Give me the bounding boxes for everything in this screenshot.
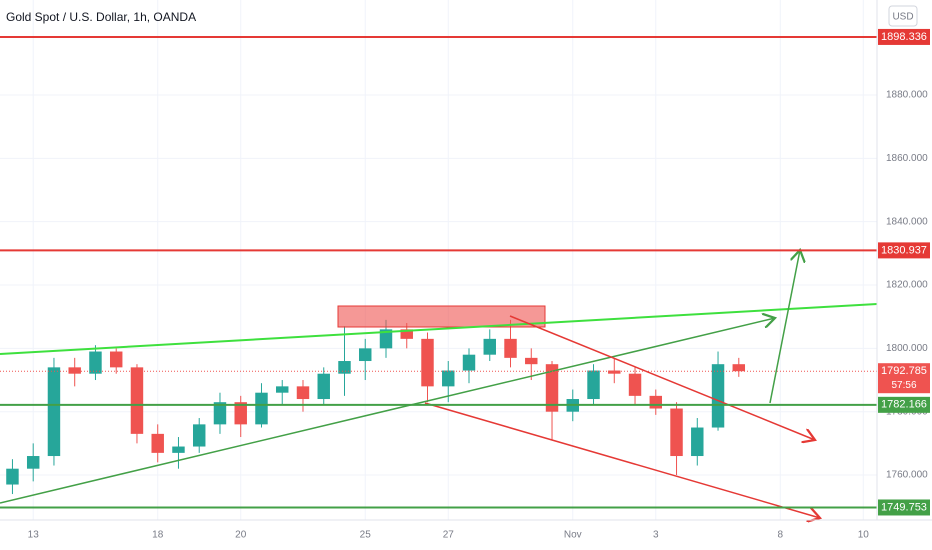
x-tick-label: 25 [360, 530, 372, 541]
last-price: 1792.785 [881, 365, 927, 377]
y-tick-label: 1800.000 [886, 343, 928, 354]
currency-button[interactable] [888, 5, 918, 27]
y-tick-label: 1760.000 [886, 470, 928, 481]
x-tick-label: 13 [28, 530, 40, 541]
candle-body [359, 348, 372, 362]
resistance-zone [337, 305, 546, 328]
x-tick-label: 10 [858, 530, 870, 541]
candle-body [296, 386, 310, 400]
x-tick-label: Nov [564, 530, 582, 541]
candle-body [151, 433, 164, 453]
candle-body [234, 402, 247, 425]
candle-body [192, 424, 206, 447]
channel-line [424, 402, 820, 518]
candle-body [317, 373, 330, 400]
candle-body [172, 446, 185, 453]
candle-body [545, 364, 559, 412]
level-label: 1782.166 [881, 399, 927, 411]
axis-labels: 1760.0001780.0001800.0001820.0001840.000… [28, 28, 930, 541]
candle-body [732, 364, 746, 372]
level-tag [878, 242, 930, 259]
drawings [0, 250, 878, 518]
candle-body [421, 338, 434, 387]
candle-body [109, 351, 123, 368]
candle-body [89, 351, 102, 374]
candle-body [213, 402, 227, 425]
candle-body [442, 370, 455, 387]
candle-body [462, 354, 476, 371]
level-label: 1749.753 [881, 501, 927, 513]
trendline-arrow [0, 318, 775, 504]
level-tag [878, 28, 930, 45]
x-tick-label: 18 [152, 530, 164, 541]
candle-body [525, 357, 538, 365]
x-tick-label: 27 [443, 530, 455, 541]
candle-body [47, 367, 61, 457]
countdown: 57:56 [891, 380, 916, 391]
currency: USD [892, 12, 913, 23]
candle-body [649, 395, 663, 409]
y-tick-label: 1820.000 [886, 280, 928, 291]
price-axis [877, 0, 932, 550]
last-price-tag [878, 363, 930, 394]
level-tag [878, 396, 930, 413]
candle-body [26, 456, 40, 469]
candle-body [276, 386, 289, 393]
channel-line [509, 315, 815, 440]
candles [6, 319, 746, 495]
level-tag [878, 499, 930, 516]
candle-body [130, 367, 144, 434]
candle-body [338, 361, 351, 374]
candle-body [255, 392, 268, 425]
candle-body [400, 329, 413, 339]
level-label: 1830.937 [881, 244, 927, 256]
levels [0, 35, 877, 509]
candle-body [379, 329, 393, 349]
candle-body [68, 367, 81, 374]
level-label: 1898.336 [881, 31, 927, 43]
y-tick-label: 1880.000 [886, 90, 928, 101]
candle-body [608, 370, 621, 374]
candle-body [670, 408, 683, 457]
candle-body [628, 373, 642, 396]
trendline [0, 303, 878, 355]
candle-body [483, 338, 496, 355]
grid [0, 0, 877, 520]
x-tick-label: 3 [653, 530, 659, 541]
candle-body [711, 364, 725, 428]
candle-body [6, 468, 19, 485]
chart-title: Gold Spot / U.S. Dollar, 1h, OANDA [6, 10, 196, 24]
candle-body [691, 427, 704, 457]
x-tick-label: 8 [778, 530, 784, 541]
x-tick-label: 20 [235, 530, 247, 541]
y-tick-label: 1840.000 [886, 216, 928, 227]
candle-body [504, 338, 517, 358]
candle-body [587, 370, 600, 400]
target-arrow [769, 250, 800, 404]
y-tick-label: 1860.000 [886, 153, 928, 164]
